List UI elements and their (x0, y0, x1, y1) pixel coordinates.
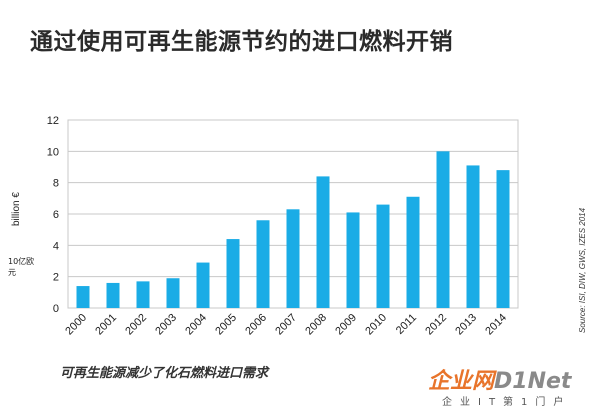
watermark-brand-cn: 企业网 (428, 369, 495, 394)
x-tick-layer: 2000 2001 2002 2003 2004 2005 2006 2007 2008 2009… (63, 312, 509, 338)
watermark-logo: 企业网D1Net 企业IT第1门户 (428, 363, 571, 408)
bar-2000 (76, 286, 90, 308)
y-tick-label: 2 (53, 272, 59, 284)
bar-2004 (196, 262, 210, 308)
bar-2006 (256, 220, 270, 308)
y-tick-label: 6 (53, 209, 59, 221)
bar-2013 (466, 165, 480, 308)
y-tick-label: 12 (47, 115, 59, 127)
y-tick-label: 10 (47, 146, 59, 158)
bar-2003 (166, 278, 180, 308)
bar-2002 (136, 281, 150, 308)
x-tick-label: 2000 (63, 312, 89, 338)
x-tick-label: 2002 (123, 312, 149, 338)
bar-layer (76, 151, 510, 308)
x-tick-label: 2003 (153, 312, 179, 338)
x-tick-label: 2001 (93, 312, 119, 338)
x-tick-label: 2009 (333, 312, 359, 338)
y-tick-label: 4 (53, 240, 59, 252)
bar-2005 (226, 239, 240, 308)
bar-2014 (496, 170, 510, 308)
x-tick-label: 2008 (303, 312, 329, 338)
bar-2010 (376, 204, 390, 308)
watermark-brand: 企业网D1Net (428, 363, 571, 395)
y-tick-label: 0 (53, 303, 59, 315)
x-tick-label: 2007 (273, 312, 299, 338)
watermark-tagline: 企业IT第1门户 (442, 397, 572, 408)
x-tick-label: 2013 (453, 312, 479, 338)
bar-2001 (106, 282, 120, 308)
bar-2008 (316, 176, 330, 308)
x-tick-label: 2006 (243, 312, 269, 338)
bar-2012 (436, 151, 450, 308)
page-title: 通过使用可再生能源节约的进口燃料开销 (30, 29, 453, 55)
watermark-brand-en: D1Net (494, 369, 572, 394)
y-axis-unit-label: 10亿欧元 (8, 257, 35, 277)
x-tick-label: 2005 (213, 312, 239, 338)
x-tick-label: 2012 (423, 312, 449, 338)
x-tick-label: 2011 (394, 312, 419, 337)
y-tick-label: 8 (53, 178, 59, 190)
bar-2007 (286, 209, 300, 308)
bar-2009 (346, 212, 360, 308)
caption: 可再生能源减少了化石燃料进口需求 (60, 366, 269, 381)
x-tick-label: 2004 (183, 312, 209, 338)
bar-2011 (406, 196, 420, 308)
y-tick-layer: 0 2 4 6 8 10 12 (47, 115, 59, 315)
x-tick-label: 2014 (483, 312, 509, 338)
source-note: Source: ISI, DIW, GWS, IZES 2014 (578, 207, 587, 333)
x-tick-label: 2010 (363, 312, 389, 338)
